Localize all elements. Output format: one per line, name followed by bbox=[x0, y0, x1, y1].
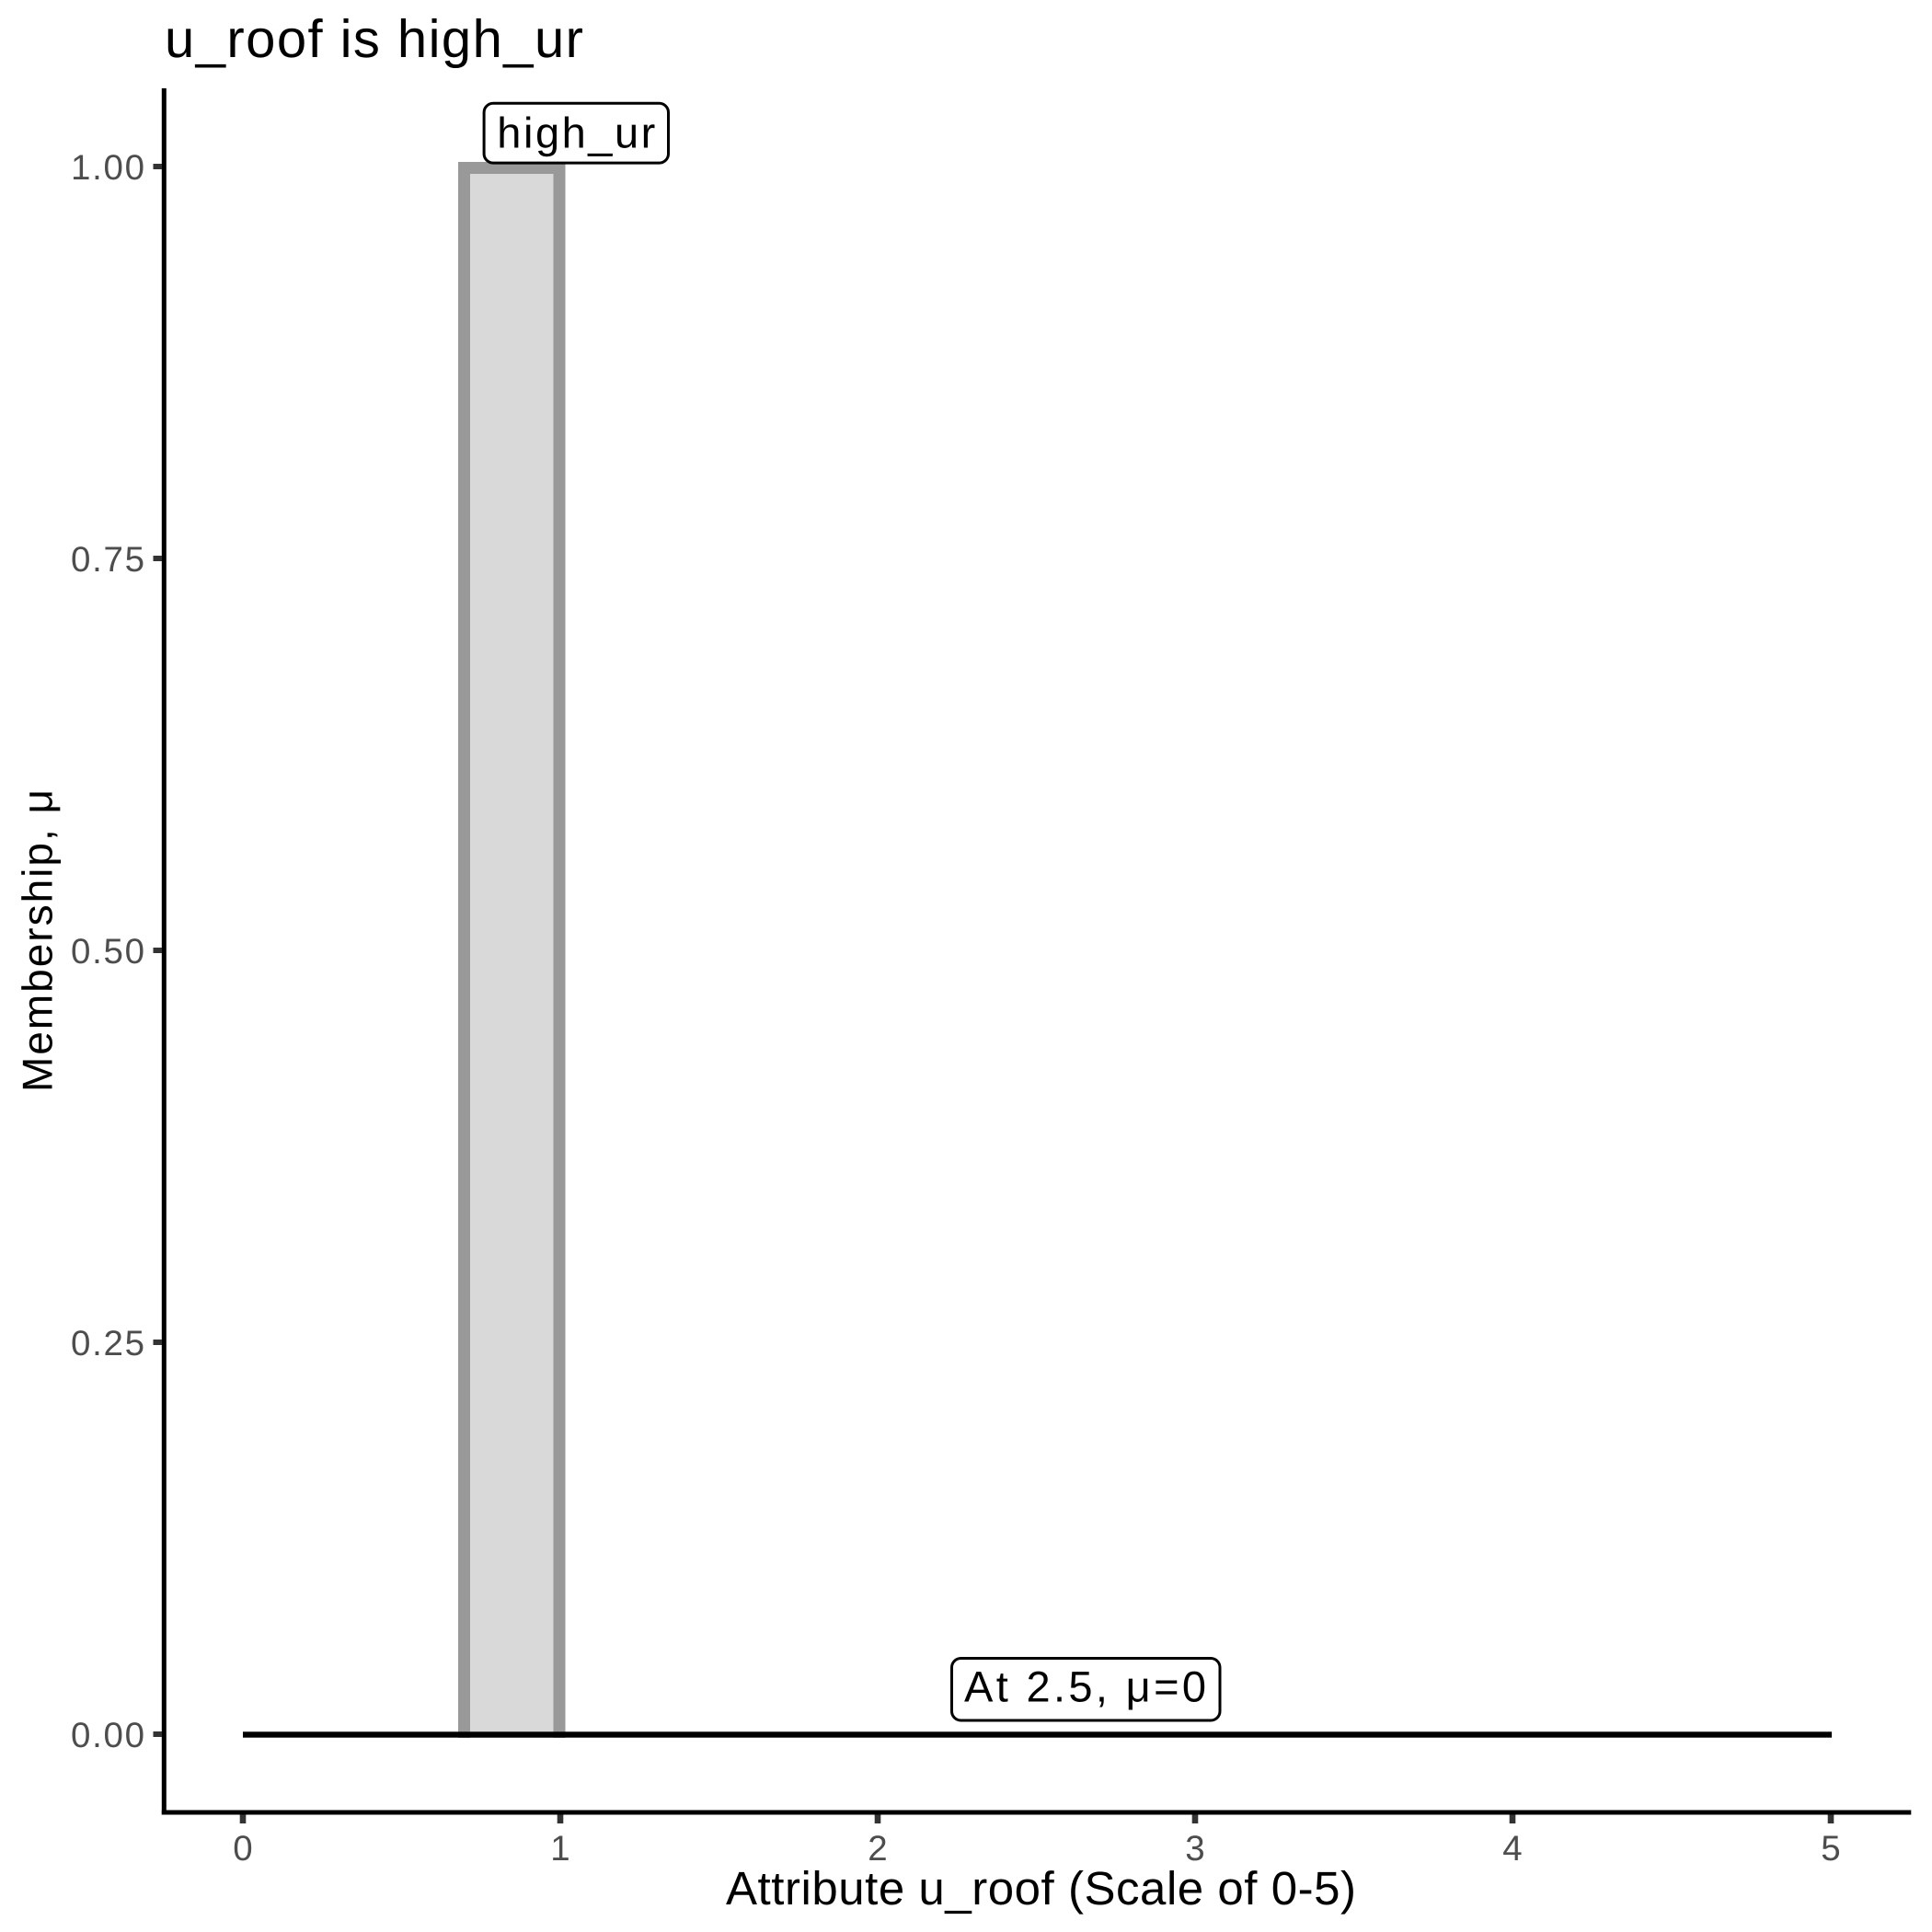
svg-text:1.00: 1.00 bbox=[71, 148, 144, 188]
svg-text:0.50: 0.50 bbox=[71, 932, 144, 972]
svg-text:5: 5 bbox=[1821, 1829, 1840, 1869]
svg-text:u_roof is high_ur: u_roof is high_ur bbox=[165, 9, 583, 69]
svg-text:2: 2 bbox=[868, 1829, 887, 1869]
svg-text:1: 1 bbox=[550, 1829, 569, 1869]
svg-text:high_ur: high_ur bbox=[497, 108, 655, 156]
svg-text:Membership, μ: Membership, μ bbox=[13, 789, 61, 1092]
svg-text:4: 4 bbox=[1502, 1829, 1522, 1869]
svg-text:0.25: 0.25 bbox=[71, 1324, 144, 1363]
svg-text:0: 0 bbox=[233, 1829, 252, 1869]
svg-text:3: 3 bbox=[1185, 1829, 1204, 1869]
svg-text:0.00: 0.00 bbox=[71, 1716, 144, 1755]
svg-text:At 2.5, μ=0: At 2.5, μ=0 bbox=[964, 1662, 1206, 1711]
svg-text:0.75: 0.75 bbox=[71, 540, 144, 580]
svg-text:Attribute u_roof (Scale of 0-5: Attribute u_roof (Scale of 0-5) bbox=[726, 1862, 1356, 1915]
